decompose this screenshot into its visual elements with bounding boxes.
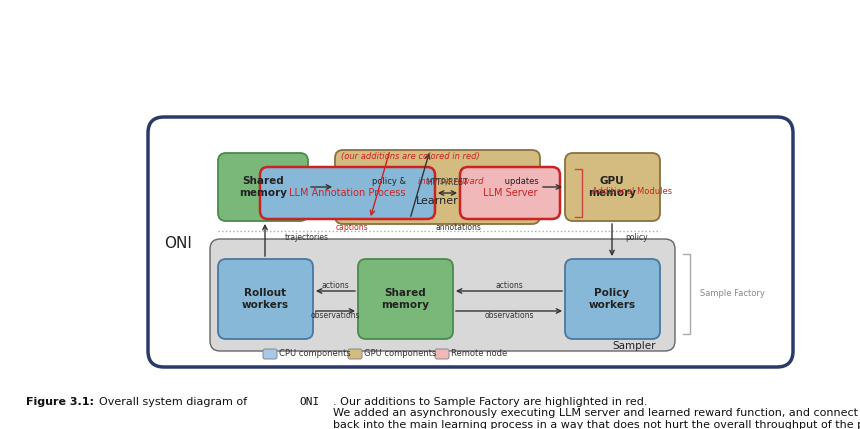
FancyBboxPatch shape xyxy=(565,153,660,221)
FancyBboxPatch shape xyxy=(335,150,540,224)
Text: GPU components: GPU components xyxy=(364,350,436,359)
Text: (our additions are colored in red): (our additions are colored in red) xyxy=(341,152,479,161)
Text: annotations: annotations xyxy=(435,223,481,232)
Text: actions: actions xyxy=(495,281,523,290)
FancyBboxPatch shape xyxy=(358,259,453,339)
Text: ONI: ONI xyxy=(164,236,192,251)
Text: observations: observations xyxy=(310,311,359,320)
Text: LLM Annotation Process: LLM Annotation Process xyxy=(289,188,405,198)
Text: Figure 3.1:: Figure 3.1: xyxy=(26,397,94,407)
FancyBboxPatch shape xyxy=(460,167,560,219)
Text: CPU components: CPU components xyxy=(279,350,351,359)
Text: captions: captions xyxy=(335,223,368,232)
FancyBboxPatch shape xyxy=(435,349,449,359)
Text: . Our additions to Sample Factory are highlighted in red.
We added an asynchrono: . Our additions to Sample Factory are hi… xyxy=(333,397,860,429)
FancyBboxPatch shape xyxy=(218,153,308,221)
FancyBboxPatch shape xyxy=(148,117,793,367)
FancyBboxPatch shape xyxy=(260,167,435,219)
FancyBboxPatch shape xyxy=(218,259,313,339)
Text: Additional Modules: Additional Modules xyxy=(592,187,673,196)
Text: Sampler: Sampler xyxy=(612,341,656,351)
Text: Shared
memory: Shared memory xyxy=(239,176,287,198)
FancyBboxPatch shape xyxy=(348,349,362,359)
Text: Rollout
workers: Rollout workers xyxy=(242,288,289,310)
FancyBboxPatch shape xyxy=(210,239,675,351)
Text: Overall system diagram of: Overall system diagram of xyxy=(99,397,250,407)
Text: Policy
workers: Policy workers xyxy=(588,288,636,310)
Text: intrinsic reward: intrinsic reward xyxy=(418,176,483,185)
Text: Sample Factory: Sample Factory xyxy=(700,290,765,299)
Text: Learner: Learner xyxy=(415,196,458,206)
Text: updates: updates xyxy=(502,176,538,185)
Text: trajectories: trajectories xyxy=(285,233,329,242)
Text: ONI: ONI xyxy=(299,397,320,407)
Text: HTTP/REST: HTTP/REST xyxy=(427,178,468,187)
FancyBboxPatch shape xyxy=(565,259,660,339)
Text: GPU
memory: GPU memory xyxy=(588,176,636,198)
Text: Remote node: Remote node xyxy=(451,350,507,359)
Text: LLM Server: LLM Server xyxy=(482,188,538,198)
FancyBboxPatch shape xyxy=(263,349,277,359)
Text: policy &: policy & xyxy=(372,176,408,185)
Text: actions: actions xyxy=(321,281,349,290)
Text: Shared
memory: Shared memory xyxy=(381,288,429,310)
Text: observations: observations xyxy=(484,311,534,320)
Text: policy: policy xyxy=(625,233,648,242)
